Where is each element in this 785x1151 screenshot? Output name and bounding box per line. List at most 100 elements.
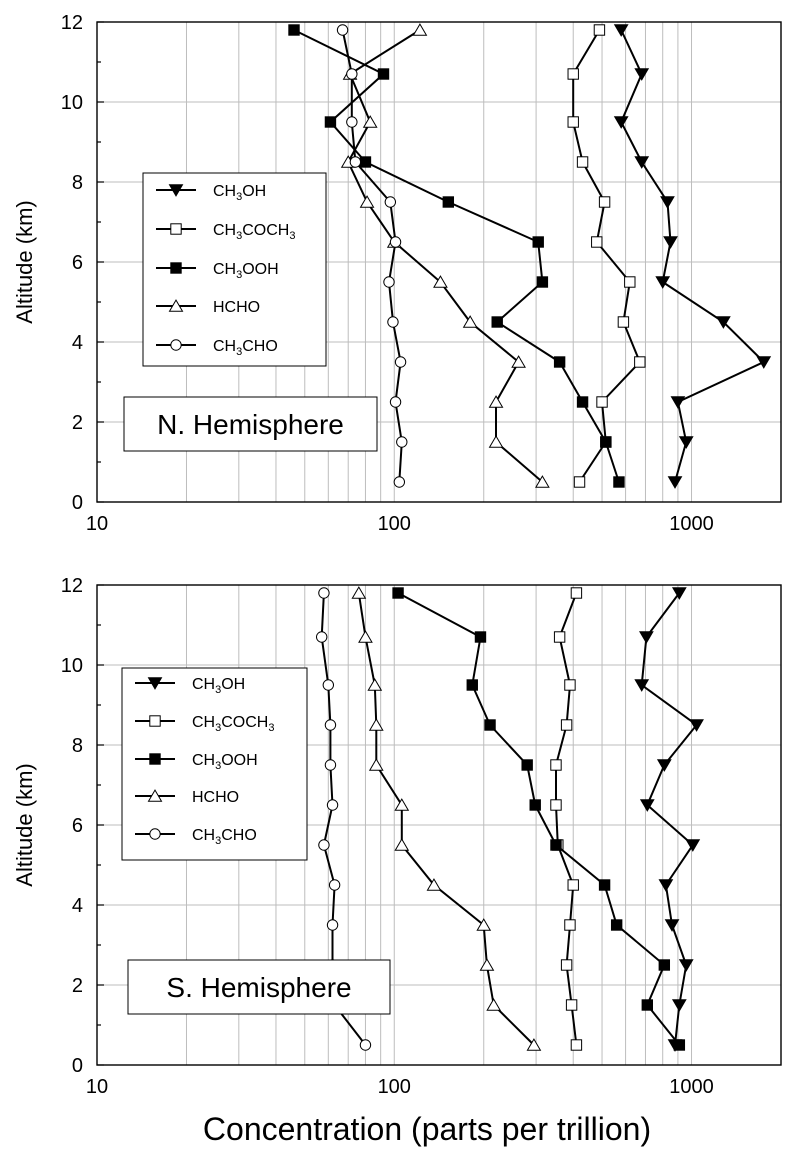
legend-entry: CH3COCH3 xyxy=(156,222,295,242)
data-point xyxy=(634,156,650,169)
data-point xyxy=(591,236,603,248)
series-line xyxy=(357,592,535,1046)
data-point xyxy=(678,959,694,972)
y-tick-label: 10 xyxy=(61,92,83,114)
data-point xyxy=(170,223,182,235)
data-point xyxy=(567,116,579,128)
data-point xyxy=(359,156,372,168)
series-hcho xyxy=(351,586,542,1051)
data-point xyxy=(170,262,182,274)
data-point xyxy=(670,396,686,409)
data-point xyxy=(598,196,611,208)
legend-entry: CH3OOH xyxy=(135,752,258,772)
data-point xyxy=(462,315,478,328)
legend-label: CH3CHO xyxy=(213,338,278,358)
data-point xyxy=(529,799,541,811)
data-point xyxy=(442,196,455,208)
legend: CH 3 OH CH3COCH3 CH3OOH HCHO CH3CHO xyxy=(121,667,308,861)
legend-label-part: OH xyxy=(221,676,245,693)
legend-label: HCHO xyxy=(192,789,239,806)
legend-entry: CH3OOH xyxy=(156,261,279,281)
data-point xyxy=(149,753,161,765)
data-point xyxy=(639,631,654,644)
y-tick-label: 4 xyxy=(72,332,83,354)
y-tick-label: 12 xyxy=(61,575,83,597)
legend-label-part: CHO xyxy=(242,338,278,355)
legend-label-part: OH xyxy=(242,183,266,200)
data-point xyxy=(565,999,578,1011)
data-point xyxy=(667,476,683,489)
legend-label-part: CH xyxy=(192,827,215,844)
data-point xyxy=(322,679,335,691)
data-point xyxy=(617,316,630,328)
series-ch3oh xyxy=(634,587,704,1052)
data-point xyxy=(396,436,408,448)
y-tick-label: 6 xyxy=(72,815,83,837)
figure-x-axis-label: Concentration (parts per trillion) xyxy=(203,1111,651,1147)
data-point xyxy=(384,196,397,208)
data-point xyxy=(570,587,583,599)
data-point xyxy=(318,839,330,851)
data-point xyxy=(394,356,407,368)
data-point xyxy=(596,396,608,408)
y-tick-label: 2 xyxy=(72,975,83,997)
data-point xyxy=(394,798,410,811)
data-point xyxy=(671,587,687,600)
data-point xyxy=(560,959,573,971)
data-point xyxy=(326,799,339,811)
data-point xyxy=(613,116,629,129)
data-point xyxy=(149,715,161,727)
data-point xyxy=(658,959,671,971)
data-point xyxy=(593,24,606,36)
data-point xyxy=(147,677,163,690)
data-point xyxy=(526,1038,542,1051)
data-point xyxy=(641,999,654,1011)
data-point xyxy=(656,759,672,772)
y-tick-label: 8 xyxy=(72,172,83,194)
legend-entry: CH3COCH3 xyxy=(135,714,274,734)
data-point xyxy=(639,799,655,812)
data-point xyxy=(567,879,579,891)
data-point xyxy=(511,355,526,368)
legend-label-part: 3 xyxy=(268,722,274,734)
data-point xyxy=(488,435,504,448)
x-tick-label: 100 xyxy=(378,1076,411,1098)
series-line xyxy=(397,592,681,1046)
legend-label-part: HCHO xyxy=(192,789,239,806)
data-point xyxy=(393,476,406,488)
series-ch3ooh xyxy=(288,24,625,488)
legend-label: CH3CHO xyxy=(192,827,257,847)
data-point xyxy=(324,759,337,771)
data-point xyxy=(377,68,390,80)
data-point xyxy=(476,918,492,931)
data-point xyxy=(660,196,675,209)
legend-label-part: CH xyxy=(213,261,236,278)
data-point xyxy=(318,587,330,599)
data-point xyxy=(564,679,576,691)
legend-entry: HCHO xyxy=(135,789,239,806)
legend-entry: CH3CHO xyxy=(135,827,257,847)
data-point xyxy=(535,475,550,488)
data-point xyxy=(491,316,503,328)
data-point xyxy=(367,678,383,691)
data-point xyxy=(412,23,428,36)
data-point xyxy=(567,68,579,80)
data-point xyxy=(351,586,367,599)
data-point xyxy=(362,115,378,128)
data-point xyxy=(550,759,562,771)
legend-label: CH3OOH xyxy=(213,261,279,281)
data-point xyxy=(168,299,184,312)
data-point xyxy=(716,316,731,329)
legend-entry: CH3CHO xyxy=(156,338,278,358)
data-point xyxy=(324,116,337,128)
legend-label-part: COCH xyxy=(242,222,289,239)
x-tick-label: 10 xyxy=(86,513,108,535)
data-point xyxy=(170,339,182,351)
data-point xyxy=(359,1039,372,1051)
data-point xyxy=(550,799,562,811)
series-line xyxy=(572,29,641,483)
data-point xyxy=(634,68,650,81)
data-point xyxy=(426,878,442,891)
y-axis-label: Altitude (km) xyxy=(12,200,37,323)
legend-label-part: 3 xyxy=(236,230,242,242)
